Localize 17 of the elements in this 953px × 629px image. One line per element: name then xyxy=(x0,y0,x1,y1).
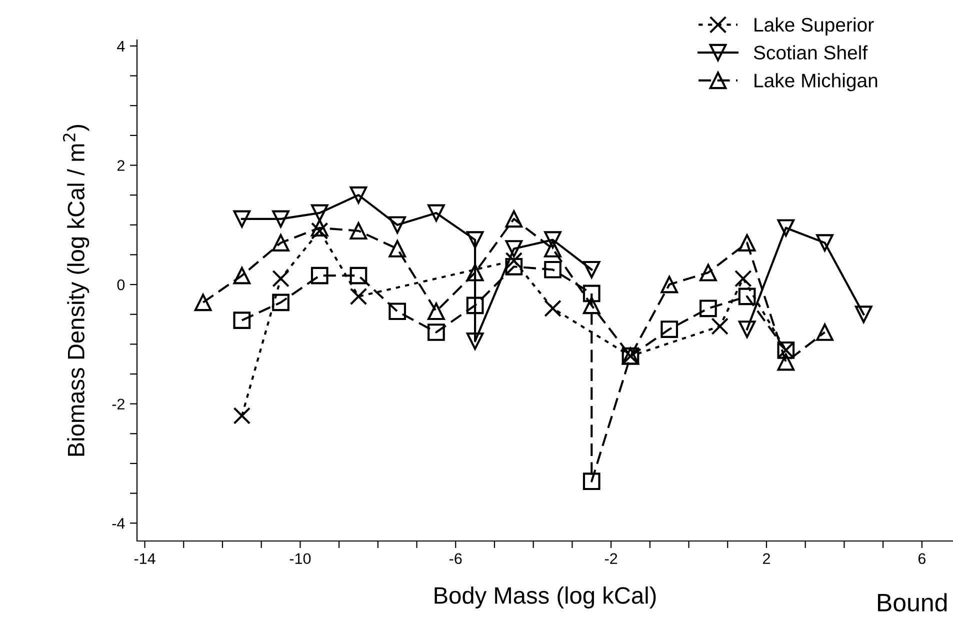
legend-label: Lake Michigan xyxy=(754,73,878,92)
x-tick-label: -6 xyxy=(450,553,462,564)
x-tick-label: -14 xyxy=(134,553,156,564)
text: Bound xyxy=(878,593,947,612)
x-tick-label: -2 xyxy=(604,553,618,564)
x-axis-title: Body Mass (log kCal) xyxy=(434,586,656,608)
y-tick-label: 2 xyxy=(117,160,124,171)
x-tick-label: 2 xyxy=(763,553,770,564)
x-tick-label: 6 xyxy=(918,553,926,564)
legend-label: Lake Superior xyxy=(754,17,874,36)
y-tick-label: 4 xyxy=(117,40,125,52)
y-tick-label: -4 xyxy=(112,518,125,529)
y-axis-title: Biomass Density (log kCal / m$^{2}$) xyxy=(62,124,90,456)
x-tick-label: -10 xyxy=(290,553,311,564)
legend-label: Scotian Shelf xyxy=(754,45,868,60)
y-tick-label: -2 xyxy=(112,398,124,410)
y-tick-label: 0 xyxy=(117,279,125,290)
